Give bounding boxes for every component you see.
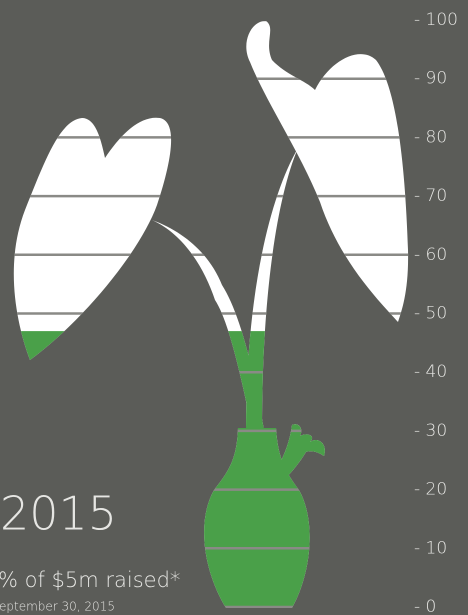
y-tick-label: - 80 bbox=[414, 127, 447, 147]
subtitle: % of $5m raised* bbox=[0, 568, 180, 592]
y-tick-label: - 30 bbox=[414, 421, 447, 441]
y-tick-label: - 0 bbox=[414, 597, 436, 615]
y-tick-label: - 40 bbox=[414, 362, 447, 382]
y-tick-label: - 50 bbox=[414, 304, 447, 324]
y-tick-label: - 90 bbox=[414, 69, 447, 89]
y-tick-label: - 60 bbox=[414, 245, 447, 265]
right-leaf bbox=[246, 20, 409, 322]
left-leaf bbox=[13, 117, 172, 360]
note: eptember 30, 2015 bbox=[0, 600, 115, 614]
y-tick-label: - 20 bbox=[414, 480, 447, 500]
y-tick-label: - 70 bbox=[414, 186, 447, 206]
y-tick-label: - 10 bbox=[414, 538, 447, 558]
y-tick-label: - 100 bbox=[414, 10, 458, 30]
title: 2015 bbox=[0, 487, 117, 541]
